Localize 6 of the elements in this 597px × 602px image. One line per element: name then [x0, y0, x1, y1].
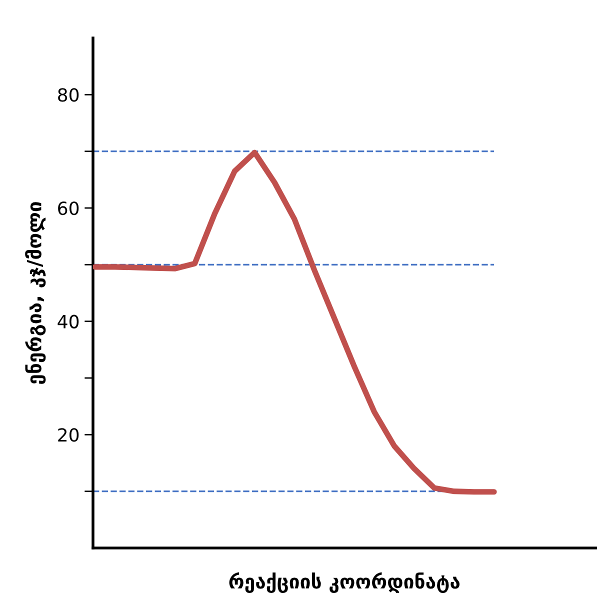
- y-tick-label: 60: [58, 201, 79, 216]
- y-tick-label: 80: [58, 88, 79, 102]
- y-tick-label: 40: [58, 314, 79, 328]
- y-axis-title: ენერგია, კჯ/მოლი: [25, 202, 46, 384]
- y-tick-label: 20: [58, 428, 79, 442]
- x-axis-title: რეაქციის კოორდინატა: [229, 572, 460, 593]
